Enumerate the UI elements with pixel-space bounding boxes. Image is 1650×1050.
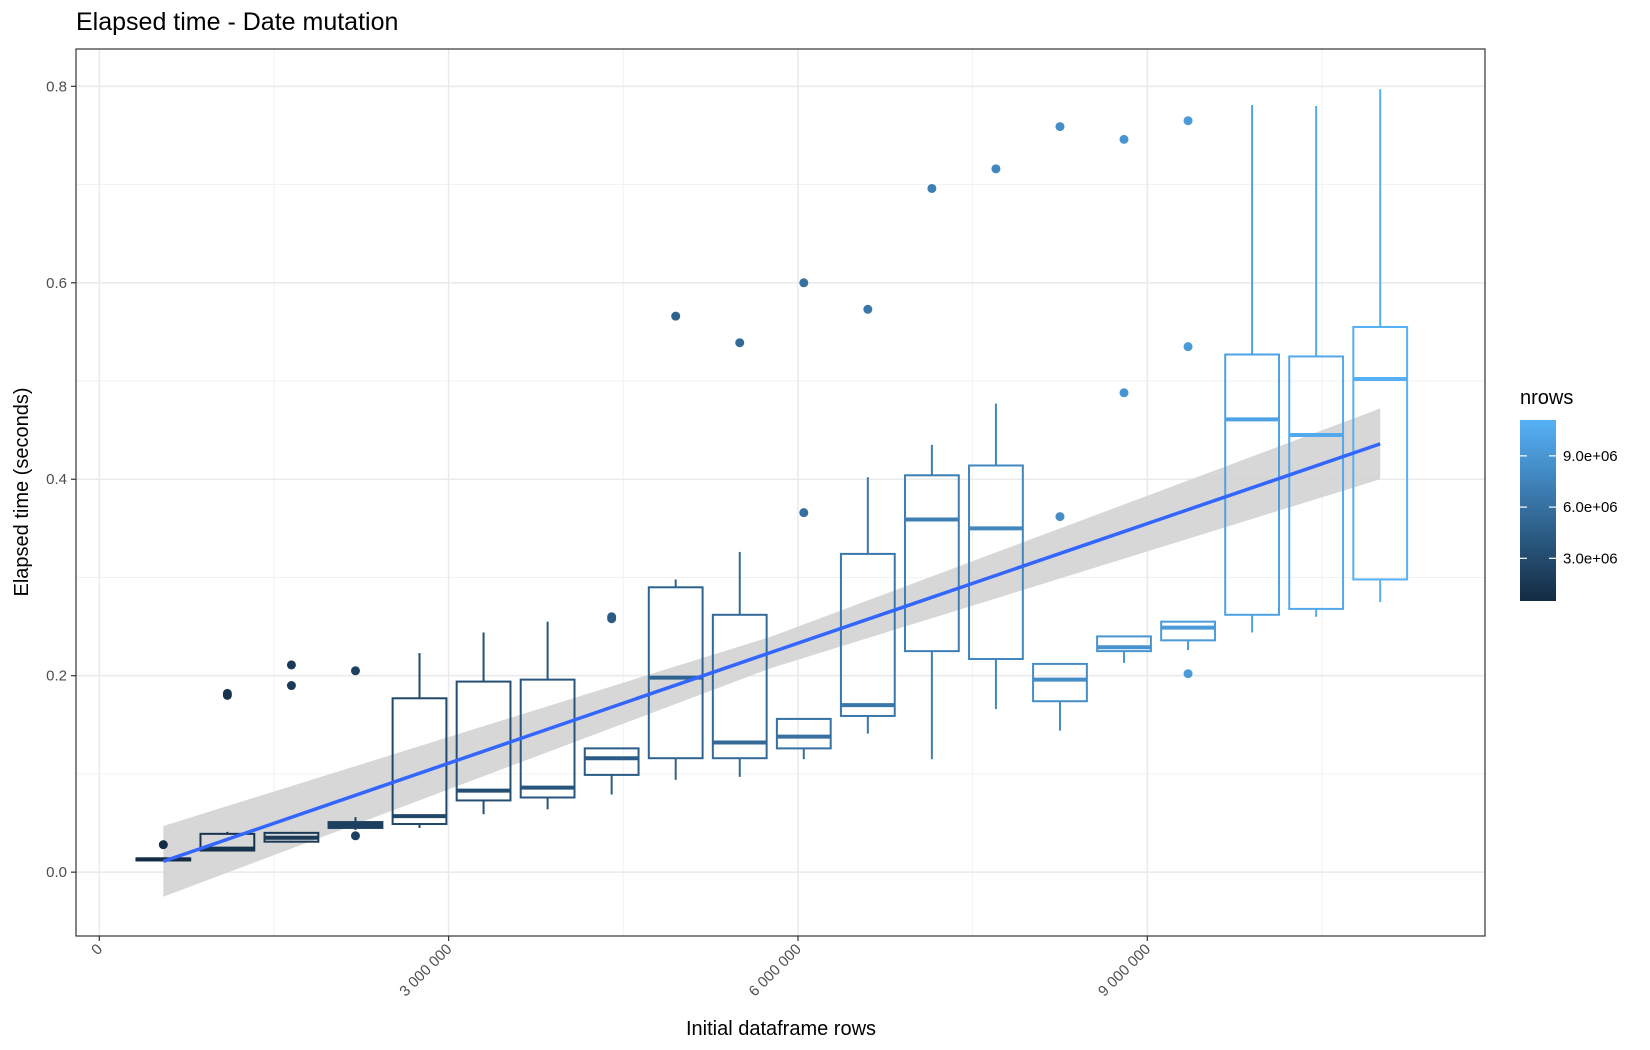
- outlier-point: [158, 840, 168, 850]
- box-body: [1288, 355, 1345, 610]
- box: [903, 444, 960, 760]
- outlier-point: [1183, 116, 1193, 126]
- outlier-point: [350, 831, 360, 841]
- outlier-point: [286, 660, 296, 670]
- box-body: [839, 552, 896, 717]
- outlier-point: [671, 311, 681, 321]
- box: [1288, 105, 1345, 617]
- grid-minor: [76, 49, 1485, 936]
- box-body: [968, 464, 1024, 660]
- box: [583, 747, 640, 795]
- box-body: [583, 747, 640, 776]
- legend-colorbar: [1520, 420, 1556, 601]
- x-axis-title: Initial dataframe rows: [686, 1018, 876, 1040]
- y-tick-label: 0.8: [46, 78, 67, 95]
- outlier-point: [991, 164, 1001, 174]
- box-body: [775, 717, 832, 750]
- outlier-point: [735, 338, 745, 348]
- box-body: [711, 613, 768, 760]
- box: [1224, 104, 1281, 633]
- box: [1096, 635, 1152, 663]
- x-tick-label: 9 000 000: [1095, 941, 1154, 1000]
- y-tick-label: 0.2: [46, 668, 67, 685]
- box: [775, 717, 832, 760]
- x-tick-label: 3 000 000: [396, 941, 455, 1000]
- outliers: [158, 116, 1193, 850]
- outlier-point: [863, 304, 873, 314]
- outlier-point: [1119, 388, 1129, 398]
- y-tick-label: 0.4: [46, 471, 67, 488]
- box-body: [647, 586, 704, 760]
- outlier-point: [1119, 134, 1129, 144]
- legend-tick-label: 6.0e+06: [1563, 499, 1618, 516]
- trend-layer: [162, 442, 1381, 864]
- box-body: [1224, 353, 1281, 616]
- box: [327, 817, 384, 830]
- box-body: [1160, 620, 1216, 642]
- box: [1032, 662, 1088, 731]
- outlier-point: [1055, 122, 1065, 132]
- x-tick-label: 6 000 000: [746, 941, 805, 1000]
- legend: nrows 3.0e+06 6.0e+06 9.0e+06: [1520, 387, 1618, 601]
- box-body: [1032, 662, 1088, 703]
- boxes: [135, 89, 1409, 862]
- box: [263, 831, 320, 843]
- x-axis: 0 3 000 000 6 000 000 9 000 000: [88, 936, 1154, 1000]
- outlier-point: [286, 681, 296, 691]
- outlier-point: [927, 183, 937, 193]
- y-tick-label: 0.0: [46, 864, 67, 881]
- outlier-point: [1183, 669, 1193, 679]
- box-body: [391, 697, 448, 826]
- box-body: [903, 474, 960, 653]
- trend-line: [162, 442, 1381, 864]
- outlier-point: [222, 688, 232, 698]
- chart-title: Elapsed time - Date mutation: [76, 8, 398, 36]
- x-tick-label: 0: [88, 941, 106, 959]
- outlier-point: [799, 508, 809, 518]
- box-body: [1096, 635, 1152, 653]
- plot-border: [75, 48, 1486, 937]
- box: [199, 831, 256, 852]
- box: [968, 403, 1024, 710]
- outlier-point: [799, 278, 809, 288]
- y-axis: 0.0 0.2 0.4 0.6 0.8: [46, 78, 76, 881]
- legend-tick-label: 9.0e+06: [1563, 448, 1618, 465]
- legend-title: nrows: [1520, 387, 1573, 409]
- y-tick-label: 0.6: [46, 275, 67, 292]
- y-axis-title: Elapsed time (seconds): [11, 388, 33, 597]
- box: [391, 653, 448, 828]
- box: [1160, 620, 1216, 651]
- outlier-point: [1055, 512, 1065, 522]
- box: [711, 551, 768, 777]
- outlier-point: [607, 612, 617, 622]
- box: [839, 477, 896, 734]
- outlier-point: [1183, 342, 1193, 352]
- outlier-point: [350, 666, 360, 676]
- legend-ticks: 3.0e+06 6.0e+06 9.0e+06: [1520, 448, 1618, 567]
- legend-tick-label: 3.0e+06: [1563, 550, 1618, 567]
